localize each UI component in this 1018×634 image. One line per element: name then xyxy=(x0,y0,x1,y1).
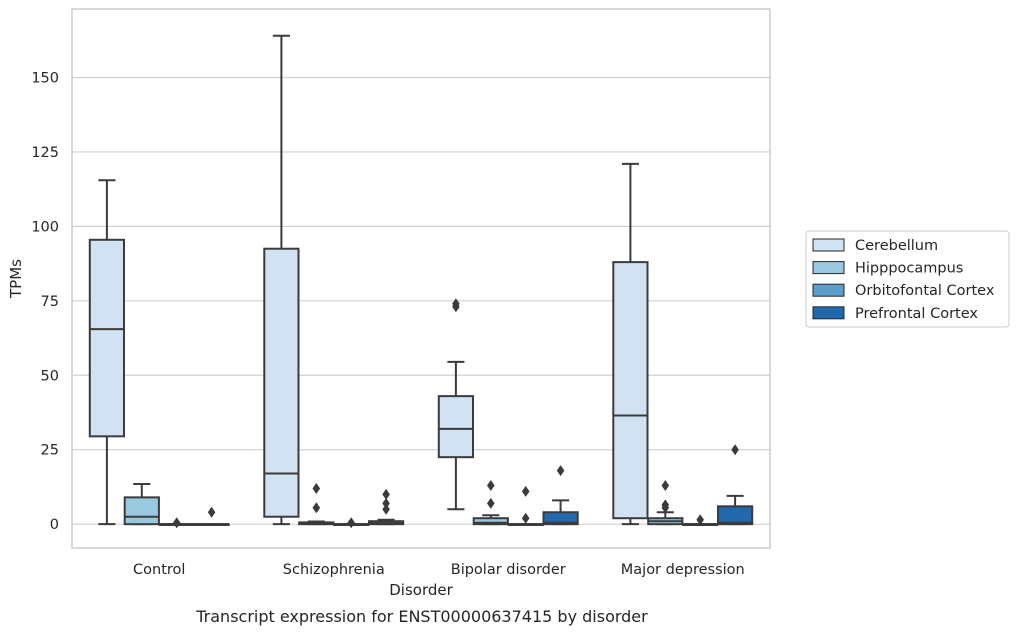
outlier-point xyxy=(661,502,670,514)
box-plot xyxy=(716,444,754,526)
outlier-point xyxy=(696,514,704,526)
outlier-point xyxy=(312,502,321,514)
box-plot xyxy=(437,298,475,511)
y-tick-label: 100 xyxy=(31,219,59,235)
box-body xyxy=(88,238,126,438)
outlier-point xyxy=(521,485,530,497)
y-tick-labels: 0 25 50 75 100 125 150 xyxy=(31,70,59,533)
box-body xyxy=(716,505,754,526)
figure-caption: Transcript expression for ENST0000063741… xyxy=(195,607,648,626)
box-plot xyxy=(507,485,544,526)
legend-item: Cerebellum xyxy=(812,238,938,254)
legend-frame xyxy=(805,230,1010,328)
x-tick-label: Control xyxy=(133,562,185,578)
box-plot xyxy=(263,34,300,526)
box-body xyxy=(123,496,160,526)
box-plot xyxy=(367,488,405,526)
box-plot xyxy=(193,506,230,526)
legend-swatch xyxy=(812,283,845,297)
box-plot xyxy=(158,517,195,529)
series-group xyxy=(193,444,754,526)
y-tick-label: 150 xyxy=(31,70,59,86)
box-plot xyxy=(88,179,126,526)
box-body xyxy=(437,395,475,459)
y-tick-label: 0 xyxy=(50,517,59,533)
plot-area-frame xyxy=(71,8,771,549)
grid-lines xyxy=(72,76,770,525)
legend-label: Prefrontal Cortex xyxy=(855,306,978,322)
outlier-point xyxy=(312,482,321,494)
box-plot xyxy=(123,482,160,526)
x-tick-label: Major depression xyxy=(621,562,745,578)
box-plot xyxy=(612,162,649,526)
outlier-point xyxy=(487,497,495,509)
box-plot xyxy=(333,517,370,529)
x-tick-label: Schizophrenia xyxy=(283,562,385,578)
legend-swatch xyxy=(812,238,845,252)
legend-label: Orbitofontal Cortex xyxy=(855,283,995,299)
legend-swatch xyxy=(812,306,845,320)
x-axis-label: Disorder xyxy=(389,581,453,599)
box-plot xyxy=(472,479,509,526)
y-tick-label: 25 xyxy=(41,443,59,459)
legend-label: Hipppocampus xyxy=(855,261,963,277)
legend-item: Hipppocampus xyxy=(812,261,963,277)
outlier-point xyxy=(521,512,530,524)
box-plot xyxy=(298,482,335,526)
outlier-point xyxy=(382,488,390,500)
box-plot xyxy=(647,479,684,526)
outlier-point xyxy=(731,444,739,456)
boxes xyxy=(88,34,754,529)
outlier-point xyxy=(487,479,495,491)
x-tick-labels: Control Schizophrenia Bipolar disorder Majo… xyxy=(133,562,745,578)
outlier-point xyxy=(382,503,390,515)
legend-label: Cerebellum xyxy=(855,238,938,254)
outlier-point xyxy=(556,465,565,477)
legend: Cerebellum Hipppocampus Orbitofontal Corte… xyxy=(805,230,1010,328)
outlier-point xyxy=(382,497,390,509)
box-body xyxy=(612,261,649,520)
legend-item: Orbitofontal Cortex xyxy=(812,283,995,299)
legend-swatch xyxy=(812,261,845,275)
y-axis-label: TPMs xyxy=(7,259,25,299)
outlier-point xyxy=(207,506,216,518)
series-group xyxy=(158,485,719,529)
box-body xyxy=(542,511,579,526)
outlier-point xyxy=(452,298,460,310)
outlier-point xyxy=(347,517,355,529)
y-tick-label: 50 xyxy=(41,368,59,384)
box-body xyxy=(472,517,509,526)
series-group xyxy=(123,479,684,526)
y-tick-label: 125 xyxy=(31,145,59,161)
box-plot xyxy=(542,465,579,526)
box-plot xyxy=(682,514,719,526)
legend-items: Cerebellum Hipppocampus Orbitofontal Corte… xyxy=(812,238,995,322)
y-tick-label: 75 xyxy=(41,294,59,310)
outlier-point xyxy=(172,517,181,529)
outlier-point xyxy=(661,479,670,491)
series-group xyxy=(88,34,649,526)
x-tick-label: Bipolar disorder xyxy=(451,562,566,578)
box-body xyxy=(263,247,300,518)
legend-item: Prefrontal Cortex xyxy=(812,306,978,322)
